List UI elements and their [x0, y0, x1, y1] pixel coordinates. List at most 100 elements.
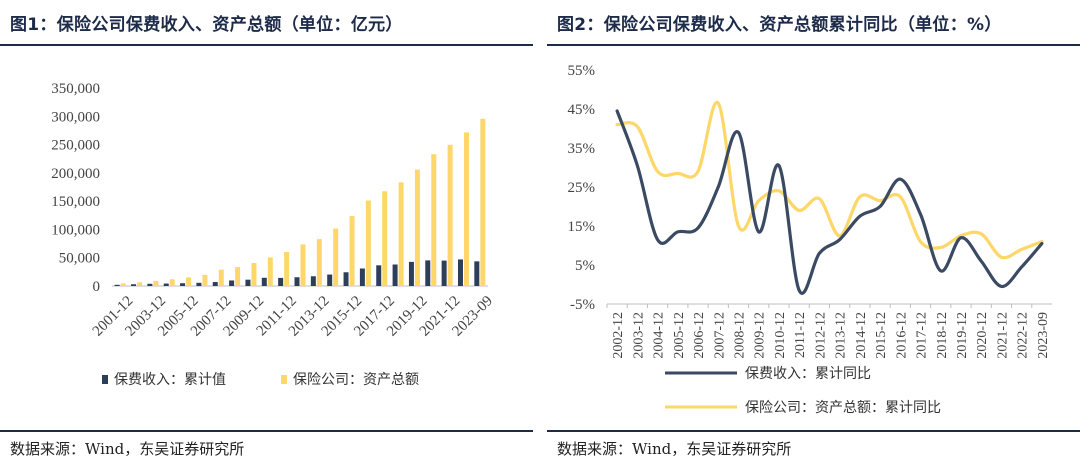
bar-premium — [474, 261, 480, 286]
bar-premium — [131, 284, 137, 286]
bar-premium — [441, 260, 447, 286]
source-note-left: 数据来源：Wind，东吴证券研究所 — [10, 440, 245, 458]
y-tick-label: 45% — [568, 102, 596, 118]
bar-assets — [414, 169, 420, 286]
source-note-right: 数据来源：Wind，东吴证券研究所 — [557, 440, 792, 458]
bar-premium — [310, 276, 316, 286]
y-tick-label: 5% — [575, 258, 595, 274]
bar-premium — [212, 282, 218, 286]
y-tick-label: -5% — [570, 297, 595, 313]
bar-assets — [300, 244, 306, 286]
legend-label-premium-yoy: 保费收入：累计同比 — [745, 366, 871, 382]
x-tick-label: 2014-12 — [854, 312, 869, 359]
x-tick-label: 2015-12 — [874, 312, 889, 359]
x-tick-label: 2020-12 — [975, 312, 990, 359]
chart-panel-right: 图2：保险公司保费收入、资产总额累计同比（单位：%） -5% 5% 15% 25% 35… — [547, 0, 1080, 469]
bar-premium — [376, 265, 382, 286]
y-tick-label: 300,000 — [51, 109, 100, 125]
x-tick-label: 2002-12 — [611, 312, 626, 359]
bar-premium — [147, 283, 153, 286]
bar-premium — [180, 283, 186, 286]
x-tick-label: 2007-12 — [712, 312, 727, 359]
bar-premium — [343, 272, 349, 286]
bar-premium — [408, 261, 414, 286]
legend-swatch-premium — [102, 375, 108, 384]
line-assets-yoy — [615, 100, 1044, 260]
y-tick-label: 250,000 — [51, 138, 100, 154]
y-tick-label: 100,000 — [51, 222, 100, 238]
source-rule-left — [0, 430, 533, 432]
bar-premium — [392, 264, 398, 286]
bar-assets — [120, 283, 126, 286]
x-tick-label: 2009-12 — [753, 312, 768, 359]
x-tick-label: 2005-12 — [672, 312, 687, 359]
bar-assets — [186, 277, 192, 286]
chart-title-left: 图1：保险公司保费收入、资产总额（单位：亿元） — [10, 15, 403, 35]
bar-premium — [261, 277, 267, 286]
y-tick-label: 35% — [568, 141, 596, 157]
bar-assets — [349, 216, 355, 286]
title-rule-right — [547, 44, 1080, 46]
x-tick-label: 2006-12 — [692, 312, 707, 359]
x-tick-label: 2011-12 — [793, 312, 808, 358]
x-tick-label: 2023-09 — [1036, 312, 1051, 359]
bar-premium — [278, 277, 284, 286]
bar-premium — [327, 274, 333, 286]
bar-assets — [169, 279, 175, 286]
bar-premium — [196, 282, 202, 286]
y-tick-label: 150,000 — [51, 194, 100, 210]
x-tick-label: 2004-12 — [652, 312, 667, 359]
x-tick-label: 2019-12 — [955, 312, 970, 359]
legend-label-assets-yoy: 保险公司：资产总额：累计同比 — [745, 400, 941, 416]
bar-assets — [431, 154, 437, 286]
y-tick-label: 350,000 — [51, 81, 100, 97]
chart-panel-left: 图1：保险公司保费收入、资产总额（单位：亿元） 0 50,000 100,000 15… — [0, 0, 533, 469]
legend-swatch-assets — [281, 375, 287, 384]
legend-label-assets: 保险公司：资产总额 — [293, 372, 419, 388]
bar-premium — [294, 277, 300, 286]
y-tick-label: 0 — [93, 279, 101, 295]
x-tick-label: 2003-12 — [631, 312, 646, 359]
bar-assets — [463, 132, 469, 286]
x-tick-label: 2013-12 — [834, 312, 849, 359]
line-chart: -5% 5% 15% 25% 35% 45% 55% 2002-12 2003-12 2004-1… — [568, 63, 1052, 416]
y-tick-label: 55% — [568, 63, 596, 79]
source-rule-right — [547, 430, 1080, 432]
bar-premium — [114, 284, 120, 286]
bar-premium — [163, 283, 169, 286]
bar-assets — [235, 267, 241, 286]
bar-assets — [284, 251, 290, 286]
legend-label-premium: 保费收入：累计值 — [114, 372, 226, 388]
bar-assets — [398, 182, 404, 286]
line-premium-yoy — [615, 109, 1044, 295]
x-tick-label: 2018-12 — [935, 312, 950, 359]
x-tick-label: 2012-12 — [813, 312, 828, 359]
x-tick-label: 2010-12 — [773, 312, 788, 359]
x-tick-label: 2016-12 — [894, 312, 909, 359]
x-tick-label: 2008-12 — [732, 312, 747, 359]
chart-title-right: 图2：保险公司保费收入、资产总额累计同比（单位：%） — [557, 15, 1002, 35]
x-tick-label: 2022-12 — [1016, 312, 1031, 359]
x-tick-label: 2021-12 — [995, 312, 1010, 359]
bar-assets — [267, 257, 273, 286]
title-rule-left — [0, 44, 533, 46]
bar-assets — [218, 269, 224, 286]
bar-assets — [153, 280, 159, 286]
bar-assets — [480, 118, 486, 286]
bar-premium — [229, 280, 235, 286]
bar-assets — [447, 144, 453, 286]
x-tick-label: 2017-12 — [915, 312, 930, 359]
y-tick-label: 25% — [568, 180, 596, 196]
y-tick-label: 200,000 — [51, 166, 100, 182]
bar-assets — [316, 239, 322, 286]
bar-assets — [202, 274, 208, 286]
bar-premium — [425, 260, 431, 286]
bar-chart: 0 50,000 100,000 150,000 200,000 250,000 300,0… — [51, 81, 496, 388]
bar-assets — [137, 282, 143, 286]
bar-premium — [245, 279, 251, 286]
bar-assets — [382, 191, 388, 286]
bar-assets — [333, 228, 339, 286]
y-tick-label: 50,000 — [59, 251, 100, 267]
bar-assets — [365, 200, 371, 286]
bar-assets — [251, 263, 257, 286]
